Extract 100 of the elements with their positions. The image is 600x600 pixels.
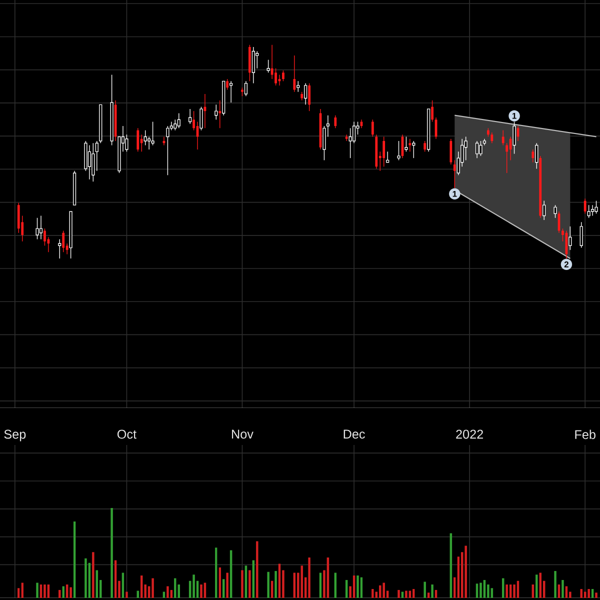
candlestick [308, 82, 311, 112]
bar [431, 584, 434, 598]
candlestick [95, 140, 98, 172]
bar [200, 584, 202, 598]
bar [450, 533, 452, 598]
bar [44, 584, 46, 598]
candlestick [479, 140, 482, 156]
x-tick-label: Oct [117, 430, 136, 439]
candlestick [512, 121, 516, 154]
bar [152, 578, 154, 598]
candlestick [282, 70, 284, 82]
candlestick [230, 80, 233, 103]
bar [536, 574, 538, 598]
bar [244, 566, 248, 598]
bar [248, 570, 251, 598]
candlestick [177, 112, 180, 129]
bar [204, 582, 206, 598]
bar [424, 582, 426, 598]
candlestick [266, 59, 270, 73]
candlestick [490, 132, 494, 144]
bar [372, 589, 374, 598]
bar [174, 578, 176, 598]
bar [476, 584, 478, 598]
bar [588, 589, 590, 598]
candlestick [293, 55, 296, 92]
candlestick [151, 121, 154, 146]
bar [114, 560, 117, 598]
bar [405, 590, 408, 598]
x-tick-label: Nov [232, 430, 254, 439]
candlestick [464, 136, 468, 161]
candlestick [591, 204, 594, 216]
candlestick [218, 100, 222, 129]
bar [84, 558, 87, 598]
candlestick [502, 130, 504, 146]
bar [215, 548, 218, 598]
candlestick [554, 204, 557, 218]
bar [352, 576, 356, 598]
bar [513, 584, 516, 598]
bar [241, 570, 244, 598]
bar [70, 587, 72, 598]
bar [584, 592, 586, 598]
candlestick [62, 230, 65, 252]
bar [562, 580, 564, 598]
candlestick [506, 142, 508, 174]
candlestick [44, 228, 46, 246]
candlestick [92, 142, 95, 182]
bar [226, 572, 228, 598]
bar [140, 576, 143, 598]
bar [595, 592, 598, 598]
candlestick [274, 68, 277, 86]
bar [274, 571, 277, 598]
bar [490, 588, 494, 598]
bar [21, 582, 24, 598]
candlestick [431, 100, 434, 122]
candlestick [568, 226, 572, 250]
bar [256, 541, 258, 598]
bar [267, 572, 270, 598]
candlestick [542, 200, 546, 220]
candlestick [166, 126, 170, 176]
candlestick [580, 222, 583, 248]
x-tick-label: Dec [344, 430, 365, 439]
candlestick [535, 142, 538, 170]
candlestick [532, 149, 534, 163]
candlestick [200, 106, 203, 131]
candlestick [587, 204, 590, 218]
bar [126, 592, 128, 598]
candlestick [348, 128, 352, 158]
candlestick [334, 114, 337, 129]
bar [110, 508, 113, 598]
bar [222, 579, 225, 598]
candlestick [252, 46, 255, 84]
x-tick-label: Feb [575, 430, 596, 440]
candlestick [144, 130, 147, 146]
bar [502, 578, 504, 598]
bar [92, 552, 94, 598]
candlestick [244, 80, 248, 96]
candlestick [39, 215, 43, 240]
candlestick [584, 198, 586, 214]
candlestick [382, 136, 386, 167]
candlestick [453, 160, 456, 188]
candlestick [58, 238, 62, 259]
candlestick [17, 202, 20, 234]
bar [427, 592, 430, 598]
candlestick [475, 140, 479, 158]
bar [464, 546, 467, 598]
bar [36, 582, 38, 598]
candlestick [412, 140, 416, 158]
bar [356, 576, 359, 598]
candlestick [397, 140, 400, 161]
bar [300, 566, 303, 598]
bar [401, 592, 404, 598]
annotation: 1 [452, 190, 457, 197]
candlestick [256, 50, 259, 69]
candlestick [404, 136, 408, 152]
bar [252, 560, 255, 598]
candlestick [296, 80, 300, 92]
x-tick-label: Sep [4, 430, 26, 442]
candlestick [148, 136, 151, 150]
x-tick-label: 2022 [456, 430, 483, 439]
candlestick [88, 144, 91, 180]
